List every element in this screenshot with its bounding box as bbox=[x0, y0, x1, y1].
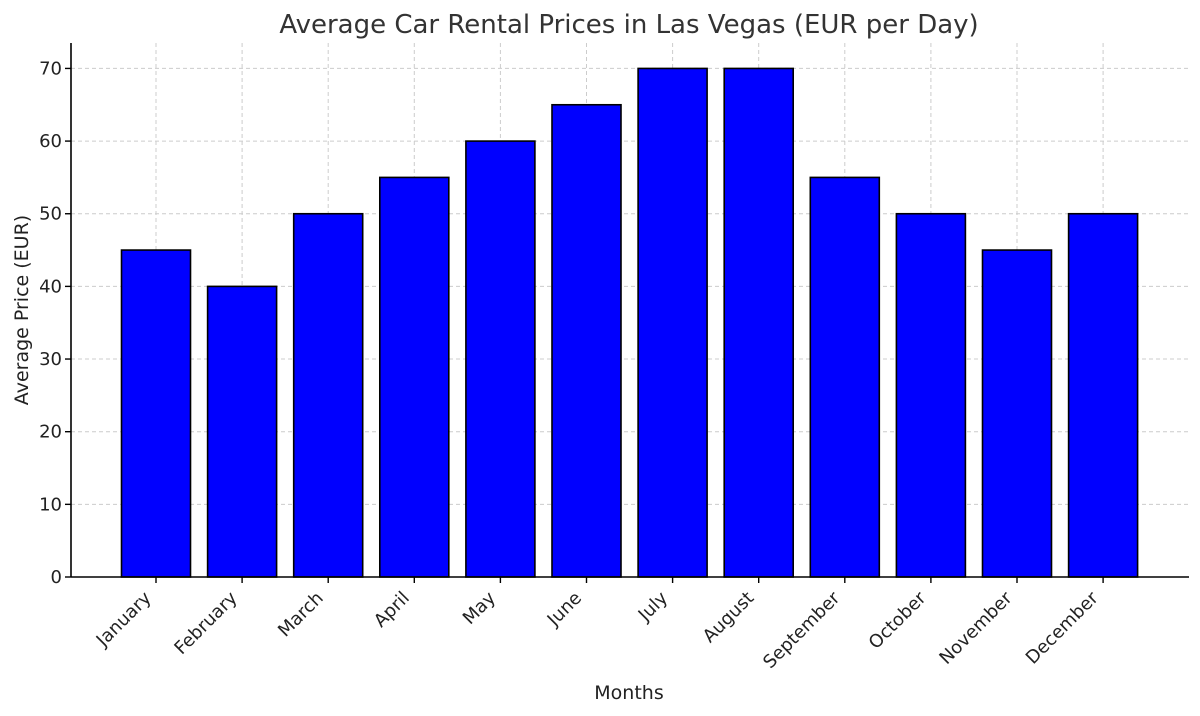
y-tick-label: 30 bbox=[39, 349, 62, 370]
y-tick-label: 50 bbox=[39, 204, 62, 225]
bar-january bbox=[120, 249, 192, 578]
x-tick-label: April bbox=[370, 588, 414, 632]
x-tick-label: February bbox=[170, 587, 241, 658]
x-tick-label: November bbox=[935, 587, 1016, 668]
x-tick-label: September bbox=[759, 587, 845, 673]
bar-november bbox=[981, 249, 1053, 578]
x-tick-label: March bbox=[274, 588, 328, 642]
y-tick-label: 20 bbox=[39, 422, 62, 443]
y-tick-label: 10 bbox=[39, 494, 62, 515]
bar-october bbox=[895, 212, 967, 578]
x-tick-label: December bbox=[1022, 587, 1103, 668]
bar-june bbox=[551, 103, 622, 578]
chart-title: Average Car Rental Prices in Las Vegas (… bbox=[279, 10, 978, 40]
bar-september bbox=[809, 176, 881, 578]
y-ticks: 0 10 20 30 40 50 60 70 bbox=[39, 58, 71, 588]
bar-february bbox=[206, 285, 278, 578]
x-tick-label: October bbox=[865, 587, 931, 653]
x-ticks: January February March April May June July Augu… bbox=[92, 577, 1104, 673]
y-tick-label: 0 bbox=[51, 567, 62, 588]
x-tick-label: August bbox=[699, 588, 758, 647]
x-axis-title: Months bbox=[594, 682, 663, 704]
x-tick-label: January bbox=[92, 587, 156, 651]
bar-march bbox=[292, 212, 364, 578]
bar-may bbox=[465, 140, 536, 578]
y-tick-label: 60 bbox=[39, 131, 62, 152]
bar-december bbox=[1067, 212, 1139, 578]
y-tick-label: 40 bbox=[39, 276, 62, 297]
bars-layer bbox=[120, 67, 1139, 578]
bar-july bbox=[637, 67, 708, 578]
bar-august bbox=[723, 67, 795, 578]
y-axis-title: Average Price (EUR) bbox=[11, 215, 33, 405]
x-tick-label: May bbox=[459, 587, 500, 628]
x-tick-label: June bbox=[543, 588, 586, 631]
y-tick-label: 70 bbox=[39, 58, 62, 79]
x-tick-label: July bbox=[634, 587, 673, 626]
bar-april bbox=[378, 176, 450, 578]
